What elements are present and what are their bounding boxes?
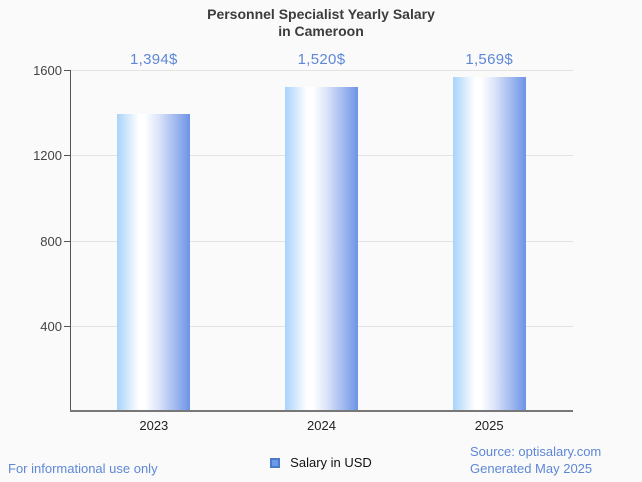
source-credit: Source: optisalary.com Generated May 202…	[470, 443, 601, 477]
y-axis-label-1200: 1200	[33, 148, 62, 164]
plot-area	[70, 70, 573, 411]
x-axis-label-2023: 2023	[139, 418, 169, 433]
gridline-1600	[70, 70, 573, 71]
legend-swatch-icon	[270, 457, 281, 468]
bar-2024[interactable]	[285, 87, 358, 410]
bar-2023[interactable]	[117, 113, 191, 410]
x-axis-label-2024: 2024	[307, 418, 336, 433]
y-tick-1600	[64, 70, 70, 71]
chart-title: Personnel Specialist Yearly Salary in Ca…	[0, 6, 642, 40]
y-tick-400	[64, 325, 70, 327]
y-axis-label-1600: 1600	[33, 63, 62, 78]
y-axis-label-400: 400	[40, 318, 62, 334]
bar-value-label-2024: 1,520$	[297, 51, 346, 68]
disclaimer-text: For informational use only	[8, 461, 158, 476]
y-tick-1200	[64, 155, 70, 157]
generated-line: Generated May 2025	[470, 461, 593, 476]
y-axis-line	[70, 70, 71, 411]
legend: Salary in USD	[0, 455, 642, 470]
chart-title-line1: Personnel Specialist Yearly Salary	[207, 6, 435, 22]
x-axis-label-2025: 2025	[474, 418, 504, 433]
bar-value-label-2023: 1,394$	[129, 51, 178, 68]
x-axis-line	[70, 410, 573, 412]
y-tick-800	[64, 240, 70, 242]
bar-value-label-2025: 1,569$	[465, 51, 513, 68]
chart-title-line2: in Cameroon	[278, 23, 364, 39]
source-line: Source: optisalary.com	[470, 444, 602, 459]
legend-label: Salary in USD	[290, 455, 372, 470]
bar-2025[interactable]	[452, 76, 526, 410]
y-axis-label-800: 800	[40, 233, 62, 249]
